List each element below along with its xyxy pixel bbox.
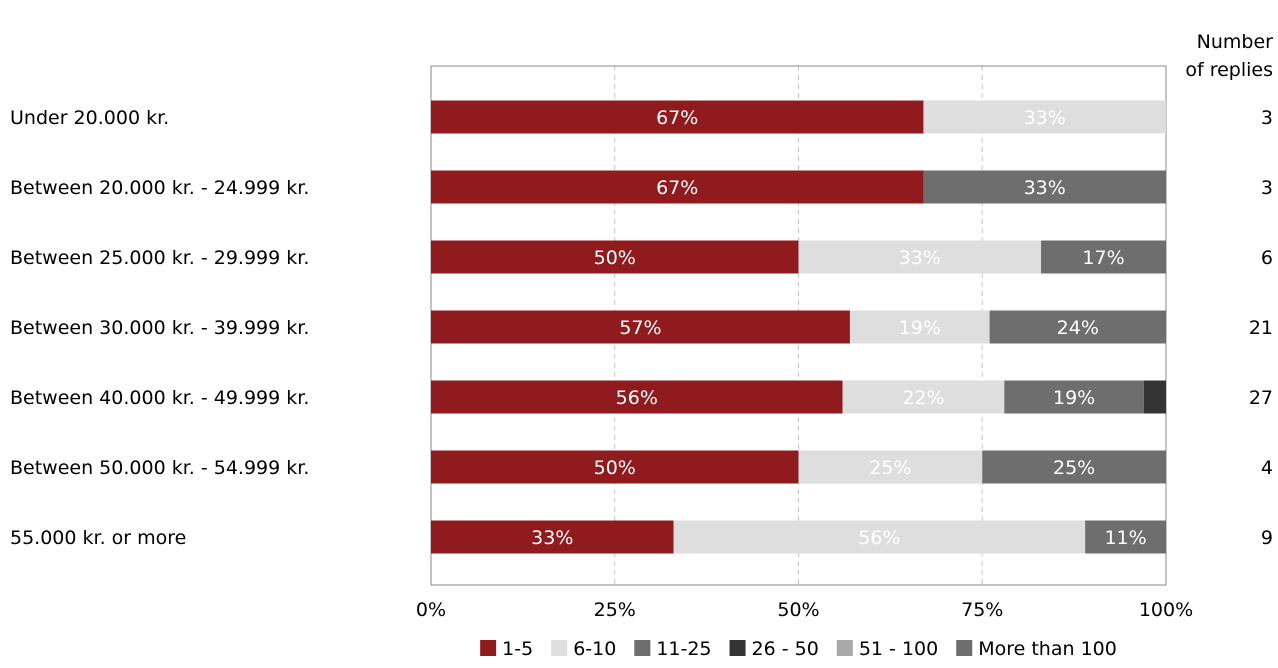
bar-value-label: 67% bbox=[656, 107, 698, 129]
bar-segment bbox=[849, 310, 990, 344]
bar-row: 55.000 kr. or more 33% 56% 11% 9 bbox=[10, 520, 1273, 554]
bar-row: Between 30.000 kr. - 39.999 kr. 57% 19% 24%… bbox=[10, 310, 1273, 344]
legend-item: 6-10 bbox=[551, 638, 616, 660]
legend-swatch bbox=[480, 640, 497, 656]
bar-segment bbox=[842, 380, 1005, 414]
bar-value-label: 25% bbox=[869, 457, 911, 479]
legend-swatch bbox=[956, 640, 973, 656]
bar-segment bbox=[673, 520, 1086, 554]
bar-row: Between 20.000 kr. - 24.999 kr. 67% 33% 3 bbox=[10, 170, 1273, 204]
x-tick-label: 100% bbox=[1139, 599, 1193, 621]
bar-row: Between 50.000 kr. - 54.999 kr. 50% 25% 25%… bbox=[10, 450, 1273, 484]
x-tick-label: 25% bbox=[594, 599, 636, 621]
category-label: Between 40.000 kr. - 49.999 kr. bbox=[10, 387, 309, 409]
legend-swatch bbox=[836, 640, 853, 656]
replies-count: 6 bbox=[1261, 247, 1273, 269]
category-label: Under 20.000 kr. bbox=[10, 107, 169, 129]
bar-value-label: 33% bbox=[1024, 177, 1066, 199]
x-tick-label: 0% bbox=[416, 599, 446, 621]
legend-label: 6-10 bbox=[573, 638, 616, 660]
bar-value-label: 33% bbox=[531, 527, 573, 549]
bar-segment bbox=[431, 100, 924, 134]
legend-label: 11-25 bbox=[656, 638, 711, 660]
bar-value-label: 17% bbox=[1082, 247, 1124, 269]
bar-segment bbox=[989, 310, 1166, 344]
legend-item: 1-5 bbox=[480, 638, 533, 660]
legend-label: 51 - 100 bbox=[859, 638, 938, 660]
bar-value-label: 11% bbox=[1104, 527, 1146, 549]
bar-value-label: 33% bbox=[1024, 107, 1066, 129]
bar-value-label: 22% bbox=[902, 387, 944, 409]
legend-label: More than 100 bbox=[978, 638, 1117, 660]
replies-count: 3 bbox=[1261, 107, 1273, 129]
bar-segment bbox=[798, 450, 983, 484]
legend-label: 26 - 50 bbox=[752, 638, 819, 660]
replies-count: 4 bbox=[1261, 457, 1273, 479]
bar-segment bbox=[431, 450, 799, 484]
bar-value-label: 67% bbox=[656, 177, 698, 199]
bar-value-label: 56% bbox=[858, 527, 900, 549]
bar-value-label: 24% bbox=[1057, 317, 1099, 339]
replies-count: 27 bbox=[1249, 387, 1273, 409]
legend-item: 51 - 100 bbox=[836, 638, 938, 660]
x-tick-label: 50% bbox=[777, 599, 819, 621]
bar-segment bbox=[431, 310, 850, 344]
bar-segment bbox=[923, 170, 1166, 204]
x-axis-ticks: 0% 25% 50% 75% 100% bbox=[416, 599, 1193, 621]
replies-count: 9 bbox=[1261, 527, 1273, 549]
legend: 1-5 6-10 11-25 26 - 50 51 - 100 More than 100 bbox=[480, 638, 1117, 660]
legend-swatch bbox=[551, 640, 568, 656]
category-label: Between 50.000 kr. - 54.999 kr. bbox=[10, 457, 309, 479]
replies-header-line-1: Number bbox=[1197, 31, 1274, 53]
legend-item: 26 - 50 bbox=[729, 638, 819, 660]
category-label: 55.000 kr. or more bbox=[10, 527, 186, 549]
category-label: Between 20.000 kr. - 24.999 kr. bbox=[10, 177, 309, 199]
category-label: Between 25.000 kr. - 29.999 kr. bbox=[10, 247, 309, 269]
replies-header-line-2: of replies bbox=[1185, 59, 1273, 81]
gridlines bbox=[614, 66, 983, 585]
legend-label: 1-5 bbox=[502, 638, 533, 660]
bar-segment bbox=[798, 240, 1042, 274]
replies-count: 21 bbox=[1249, 317, 1273, 339]
legend-item: 11-25 bbox=[634, 638, 712, 660]
bar-segment bbox=[431, 380, 843, 414]
bar-value-label: 57% bbox=[619, 317, 661, 339]
bar-value-label: 25% bbox=[1053, 457, 1095, 479]
x-tick-label: 75% bbox=[961, 599, 1003, 621]
bar-row: Under 20.000 kr. 67% 33% 3 bbox=[10, 100, 1273, 134]
bar-value-label: 19% bbox=[1053, 387, 1095, 409]
bar-segment bbox=[1085, 520, 1166, 554]
legend-swatch bbox=[729, 640, 746, 656]
bar-segment bbox=[1041, 240, 1166, 274]
bar-value-label: 50% bbox=[594, 247, 636, 269]
replies-count: 3 bbox=[1261, 177, 1273, 199]
bar-segment bbox=[1004, 380, 1144, 414]
legend-swatch bbox=[634, 640, 651, 656]
bar-segment bbox=[923, 100, 1166, 134]
bar-segment bbox=[431, 240, 799, 274]
bar-segment bbox=[431, 520, 674, 554]
bar-value-label: 56% bbox=[616, 387, 658, 409]
bar-value-label: 19% bbox=[899, 317, 941, 339]
bar-value-label: 50% bbox=[594, 457, 636, 479]
bar-segment bbox=[982, 450, 1166, 484]
legend-item: More than 100 bbox=[956, 638, 1117, 660]
category-label: Between 30.000 kr. - 39.999 kr. bbox=[10, 317, 309, 339]
bar-row: Between 25.000 kr. - 29.999 kr. 50% 33% 17%… bbox=[10, 240, 1273, 274]
bar-segment bbox=[1143, 380, 1166, 414]
bar-row: Between 40.000 kr. - 49.999 kr. 56% 22% 19%… bbox=[10, 380, 1273, 414]
bar-segment bbox=[431, 170, 924, 204]
bar-value-label: 33% bbox=[899, 247, 941, 269]
